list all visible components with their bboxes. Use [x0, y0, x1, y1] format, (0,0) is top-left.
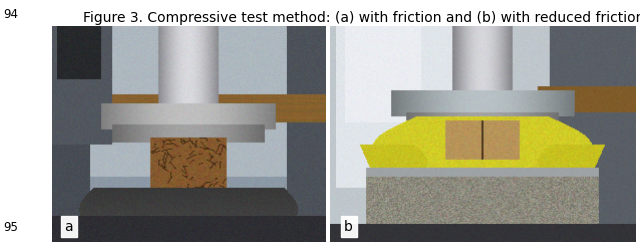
Text: b: b — [344, 220, 353, 234]
Text: Figure 3. Compressive test method: (a) with friction and (b) with reduced fricti: Figure 3. Compressive test method: (a) w… — [83, 11, 640, 25]
Text: 94: 94 — [3, 8, 18, 21]
Text: 95: 95 — [3, 221, 18, 234]
Text: a: a — [65, 220, 73, 234]
